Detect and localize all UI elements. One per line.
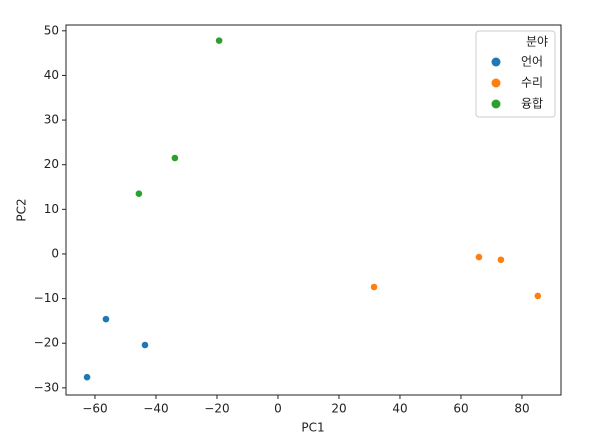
y-tick-label: 10 [44,202,59,216]
x-tick-label: 80 [514,402,529,416]
x-axis-label: PC1 [301,421,324,435]
y-tick-label: 30 [44,113,59,127]
point [102,315,110,324]
y-tick-label: −30 [34,380,59,394]
x-tick-label: −60 [82,402,107,416]
point [475,253,483,261]
point [370,283,378,291]
legend-label: 언어 [521,55,543,69]
x-tick-label: 40 [392,402,407,416]
point [170,154,179,162]
x-tick-label: 0 [274,402,282,416]
legend-box [475,30,556,118]
y-axis-label: PC2 [15,198,29,221]
y-tick-label: 20 [44,157,59,171]
legend-marker [491,78,501,88]
legend-marker [491,57,501,67]
y-tick-label: 0 [51,246,59,260]
point [533,292,542,300]
y-tick-label: 40 [44,68,59,82]
x-tick-label: −40 [143,402,168,416]
legend-marker [491,99,501,109]
point [134,189,143,198]
x-tick-label: 60 [453,402,468,416]
y-tick-label: −10 [34,291,59,305]
point [83,373,91,382]
plot-frame [65,24,562,396]
x-tick-label: −20 [204,402,229,416]
legend-label: 수리 [521,76,543,90]
point [141,341,149,349]
y-tick-label: −20 [34,336,59,350]
y-tick-label: 50 [44,23,59,37]
legend-label: 융합 [521,97,543,111]
x-tick-label: 20 [331,402,346,416]
point [215,36,224,45]
legend-title: 분야 [526,35,548,49]
point [497,255,505,264]
